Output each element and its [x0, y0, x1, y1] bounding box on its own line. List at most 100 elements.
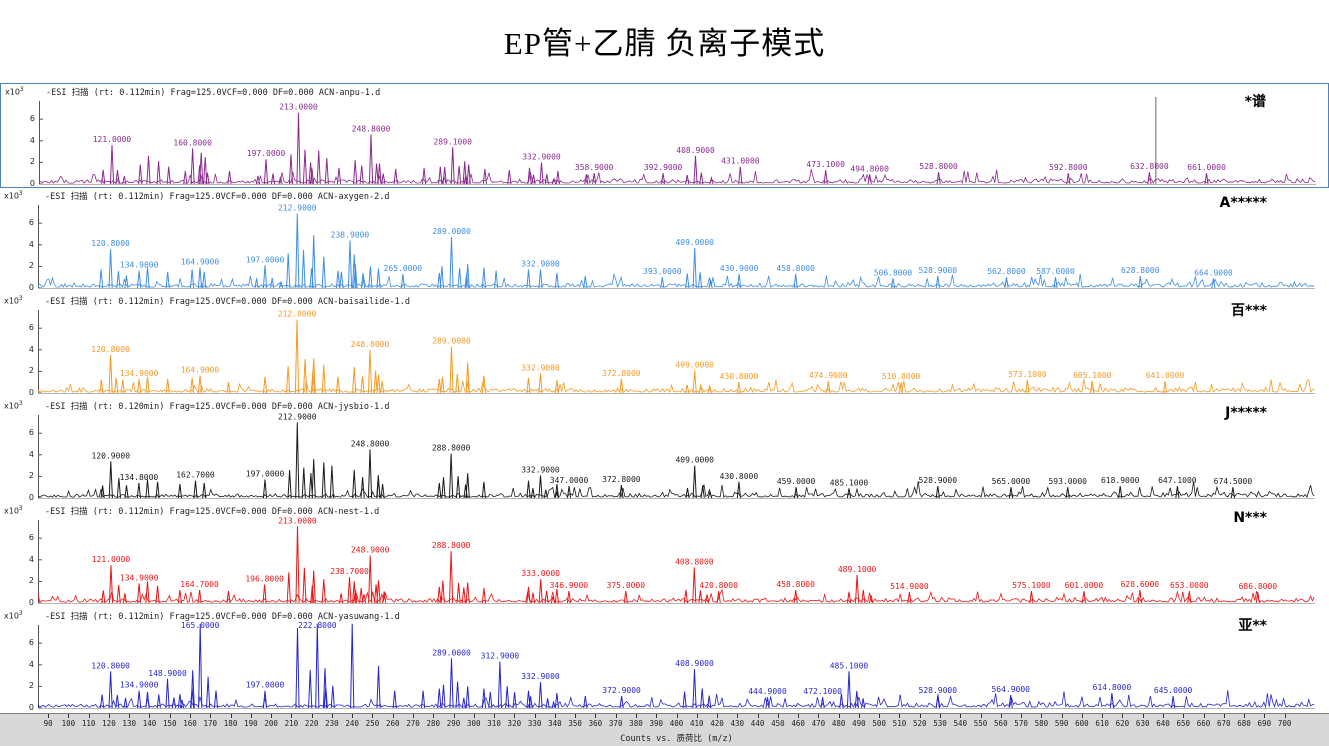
x-tick-label: 400: [669, 719, 684, 728]
peak-label: 409.0000: [675, 360, 714, 369]
peak-label: 332.9000: [521, 364, 560, 373]
peak-label: 358.9000: [575, 163, 614, 172]
x-tick: [412, 714, 414, 718]
sample-label: *谱: [1244, 94, 1266, 110]
spectrum-plot[interactable]: 121.0000 134.9000 164.7000 196.8000 213.0000…: [38, 516, 1315, 606]
peak-label: 265.0000: [384, 264, 423, 273]
peak-label: 510.8000: [882, 372, 921, 381]
x-tick-label: 130: [122, 719, 136, 728]
x-tick-label: 500: [872, 719, 886, 728]
spectrum-panel-4[interactable]: x103 -ESI 扫描 (rt: 0.120min) Frag=125.0VCF…: [0, 398, 1329, 503]
x-tick: [311, 714, 313, 718]
x-tick: [392, 714, 394, 718]
x-tick-label: 440: [750, 719, 765, 728]
peak-label: 459.0000: [777, 477, 816, 486]
peak-label: 605.1000: [1073, 371, 1112, 380]
peak-label: 213.0000: [279, 103, 318, 112]
peak-label: 134.9000: [120, 681, 159, 690]
x-tick: [88, 714, 90, 718]
peak-label: 528.9000: [919, 686, 958, 695]
peak-label: 392.9000: [644, 163, 683, 172]
spectrum-plot[interactable]: 120.8000 134.9000 148.9000 165.0000 197.0000…: [38, 621, 1315, 711]
peak-label: 213.0000: [278, 516, 317, 525]
x-tick-label: 330: [527, 719, 542, 728]
x-tick: [149, 714, 151, 718]
peak-label: 196.8000: [245, 575, 284, 584]
spectrum-panel-6[interactable]: x103 -ESI 扫描 (rt: 0.112min) Frag=125.0VCF…: [0, 608, 1329, 713]
spectrum-panel-1[interactable]: x103 -ESI 扫描 (rt: 0.112min) Frag=125.0VCF…: [0, 83, 1329, 188]
y-tick-label: 2: [28, 366, 34, 376]
spectrum-plot[interactable]: 120.8000 134.9000 164.9000 197.0000 212.9000…: [38, 201, 1315, 291]
peak-label: 372.8000: [602, 369, 641, 378]
x-tick-label: 580: [1034, 719, 1049, 728]
peak-label: 393.0000: [643, 267, 682, 276]
x-tick-label: 160: [183, 719, 197, 728]
peak-label: 333.0000: [521, 569, 560, 578]
x-tick-label: 140: [142, 719, 157, 728]
peak-label: 197.0000: [247, 149, 286, 158]
peak-label: 288.8000: [432, 541, 471, 550]
x-tick: [271, 714, 273, 718]
y-axis-unit: x103: [4, 190, 23, 201]
x-tick: [757, 714, 759, 718]
x-tick-label: 410: [689, 719, 704, 728]
scan-header: -ESI 扫描 (rt: 0.112min) Frag=125.0VCF=0.0…: [45, 297, 410, 307]
peak-label: 197.0000: [246, 681, 285, 690]
x-tick: [696, 714, 698, 718]
x-tick-label: 560: [994, 719, 1008, 728]
spectrum-panel-5[interactable]: x103 -ESI 扫描 (rt: 0.112min) Frag=125.0VCF…: [0, 503, 1329, 608]
y-axis-unit: x103: [5, 86, 24, 97]
peak-label: 238.9000: [331, 230, 370, 239]
x-tick-label: 660: [1196, 719, 1211, 728]
peak-label: 197.0000: [246, 470, 285, 479]
x-tick: [210, 714, 212, 718]
y-tick-label: 4: [28, 659, 34, 669]
x-tick: [656, 714, 658, 718]
y-tick-label: 6: [28, 428, 34, 438]
x-tick: [980, 714, 982, 718]
peak-label: 592.8000: [1049, 163, 1088, 172]
peak-label: 248.8000: [351, 340, 390, 349]
peak-label: 164.9000: [181, 366, 220, 375]
scan-header: -ESI 扫描 (rt: 0.120min) Frag=125.0VCF=0.0…: [45, 402, 390, 412]
x-tick: [1061, 714, 1063, 718]
peak-label: 162.7000: [176, 471, 215, 480]
x-tick-label: 470: [811, 719, 826, 728]
peak-label: 485.1000: [830, 661, 869, 670]
x-tick: [940, 714, 941, 718]
x-tick-label: 430: [730, 719, 745, 728]
x-tick: [575, 714, 577, 718]
x-tick-label: 640: [1156, 719, 1170, 728]
peak-label: 444.9000: [748, 687, 787, 696]
x-tick: [798, 714, 800, 718]
y-axis-unit: x103: [4, 505, 23, 516]
spectrum-plot[interactable]: 120.9000 134.8000 162.7000 197.0000 212.9000…: [38, 411, 1315, 501]
x-tick-label: 120: [102, 719, 116, 728]
x-tick-label: 680: [1237, 719, 1251, 728]
peak-label: 164.9000: [181, 257, 220, 266]
peak-label: 121.0000: [93, 135, 132, 144]
spectrum-panel-2[interactable]: x103 -ESI 扫描 (rt: 0.112min) Frag=125.0VCF…: [0, 188, 1329, 293]
y-tick-label: 0: [28, 598, 34, 607]
x-tick-label: 630: [1135, 719, 1150, 728]
y-tick-label: 4: [29, 135, 35, 145]
x-tick: [1142, 714, 1144, 718]
x-tick: [169, 714, 171, 718]
y-tick-label: 6: [28, 218, 34, 228]
x-tick: [676, 714, 678, 718]
peak-label: 485.1000: [830, 478, 869, 487]
x-tick: [737, 714, 739, 718]
x-tick: [777, 714, 779, 718]
peak-label: 472.1000: [803, 687, 842, 696]
x-tick-label: 180: [223, 719, 238, 728]
spectrum-panel-3[interactable]: x103 -ESI 扫描 (rt: 0.112min) Frag=125.0VCF…: [0, 293, 1329, 398]
peak-label: 653.0000: [1170, 581, 1209, 590]
y-tick-label: 6: [28, 638, 34, 648]
peak-label: 212.9000: [278, 412, 317, 421]
spectrum-plot[interactable]: 121.0000 160.8000 197.0000 213.0000 248.8000…: [39, 97, 1316, 187]
x-tick: [250, 714, 252, 718]
scan-header: -ESI 扫描 (rt: 0.112min) Frag=125.0VCF=0.0…: [46, 88, 381, 98]
spectrum-plot[interactable]: 120.8000 134.9000 164.9000 212.8000 248.8000…: [38, 306, 1315, 396]
y-tick-label: 4: [28, 344, 34, 354]
peak-label: 289.1000: [433, 137, 472, 146]
